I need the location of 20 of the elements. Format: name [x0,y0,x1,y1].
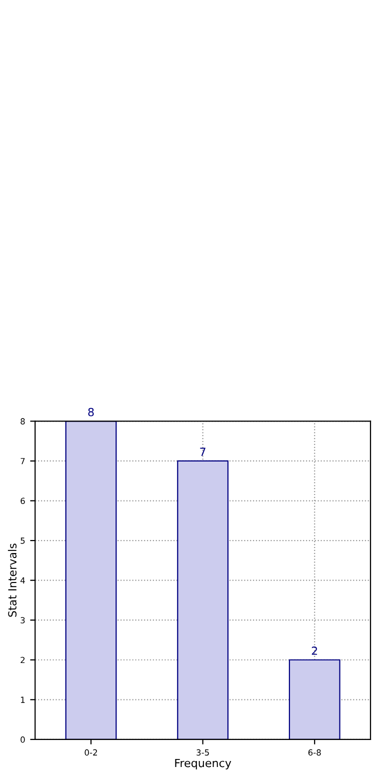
y-tick-label: 7 [20,458,25,464]
data-label: 8 [88,408,94,416]
y-tick-label: 0 [20,736,25,743]
y-tick-label: 1 [20,696,25,703]
y-axis-title: Stat Intervals [8,544,17,617]
y-tick-label: 3 [20,617,25,624]
data-label: 7 [200,448,206,456]
data-label: 2 [312,646,318,655]
x-tick-label: 6-8 [308,749,321,756]
y-tick-label: 8 [20,418,25,424]
bar [177,460,229,740]
x-axis-title: Frequency [175,758,232,770]
bar [288,659,340,740]
y-tick-label: 5 [20,538,25,544]
y-tick-label: 6 [20,498,25,504]
x-tick-label: 0-2 [84,749,97,756]
bar [65,421,117,740]
y-tick-label: 4 [20,577,25,584]
x-tick-label: 3-5 [196,749,209,756]
y-tick-label: 2 [20,656,25,664]
